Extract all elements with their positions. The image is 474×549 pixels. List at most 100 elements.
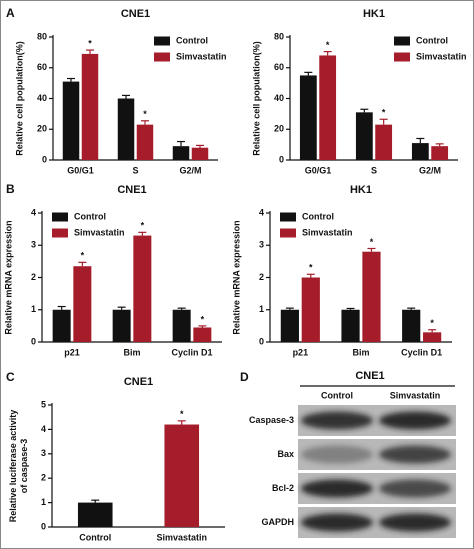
significance: * bbox=[81, 251, 85, 261]
blot-row-label: Bcl-2 bbox=[272, 483, 294, 493]
blot-column-label: Simvastatin bbox=[390, 390, 441, 400]
bar bbox=[112, 309, 131, 342]
blot-row-label: Bax bbox=[277, 449, 294, 459]
significance: * bbox=[370, 237, 374, 247]
blot-row-label: GAPDH bbox=[261, 517, 294, 527]
y-tick-label: 2 bbox=[41, 473, 46, 483]
y-tick-label: 1 bbox=[41, 497, 46, 507]
bar bbox=[172, 146, 190, 160]
significance: * bbox=[430, 318, 434, 328]
blot-column-label: Control bbox=[321, 390, 353, 400]
significance: * bbox=[143, 109, 147, 119]
y-tick-label: 60 bbox=[37, 62, 47, 72]
bar bbox=[431, 146, 449, 160]
y-tick-label: 0 bbox=[42, 154, 47, 164]
x-tick-label: Bim bbox=[123, 347, 140, 357]
bar bbox=[81, 53, 99, 160]
bar bbox=[355, 112, 373, 160]
y-axis-label: of caspase-3 bbox=[19, 439, 29, 494]
legend-swatch bbox=[394, 36, 410, 46]
legend-swatch bbox=[154, 52, 170, 62]
x-tick-label: Cyclin D1 bbox=[401, 347, 442, 357]
y-tick-label: 20 bbox=[37, 124, 47, 134]
legend-swatch bbox=[280, 212, 296, 222]
bar bbox=[136, 124, 154, 160]
panel-label: A bbox=[6, 6, 15, 20]
bar bbox=[191, 147, 209, 160]
x-tick-label: G2/M bbox=[179, 165, 201, 175]
bar bbox=[341, 309, 360, 342]
y-tick-label: 2 bbox=[31, 272, 36, 282]
bar bbox=[301, 277, 320, 342]
x-tick-label: Bim bbox=[352, 347, 369, 357]
legend-label: Control bbox=[74, 211, 106, 221]
legend-swatch bbox=[394, 52, 410, 62]
bar bbox=[299, 75, 317, 160]
legend-swatch bbox=[52, 228, 68, 238]
panel-label: C bbox=[6, 370, 15, 384]
y-tick-label: 1 bbox=[31, 304, 36, 314]
bar bbox=[411, 143, 429, 160]
y-tick-label: 40 bbox=[37, 93, 47, 103]
bar bbox=[423, 332, 442, 342]
bar bbox=[62, 81, 80, 160]
bar bbox=[402, 309, 421, 342]
y-tick-label: 2 bbox=[259, 272, 264, 282]
blot-band bbox=[379, 445, 451, 464]
bar bbox=[117, 98, 135, 160]
blot-band bbox=[379, 411, 451, 430]
y-axis-label: Relative cell population(%) bbox=[14, 41, 24, 156]
legend-label: Simvastatin bbox=[416, 51, 467, 61]
bar bbox=[164, 424, 200, 527]
bar bbox=[52, 309, 71, 342]
y-tick-label: 3 bbox=[259, 240, 264, 250]
y-tick-label: 0 bbox=[41, 521, 46, 531]
blot-band bbox=[301, 479, 373, 498]
bar bbox=[375, 124, 393, 160]
bar bbox=[280, 309, 299, 342]
bar bbox=[73, 266, 92, 342]
y-tick-label: 4 bbox=[41, 424, 46, 434]
bar bbox=[362, 251, 381, 342]
y-tick-label: 5 bbox=[41, 399, 46, 409]
blot-title: CNE1 bbox=[355, 370, 384, 382]
y-tick-label: 4 bbox=[31, 207, 36, 217]
y-tick-label: 1 bbox=[259, 304, 264, 314]
legend-label: Simvastatin bbox=[302, 227, 353, 237]
x-tick-label: Control bbox=[79, 532, 111, 542]
legend-label: Simvastatin bbox=[176, 51, 227, 61]
legend-label: Control bbox=[176, 35, 208, 45]
legend-swatch bbox=[280, 228, 296, 238]
blot-band bbox=[301, 445, 373, 464]
y-tick-label: 0 bbox=[31, 336, 36, 346]
blot-band bbox=[379, 513, 451, 532]
chart-title: CNE1 bbox=[121, 8, 150, 20]
chart-title: CNE1 bbox=[117, 184, 146, 196]
panel-label: B bbox=[6, 182, 15, 196]
x-tick-label: S bbox=[132, 165, 138, 175]
legend-label: Control bbox=[302, 211, 334, 221]
y-tick-label: 0 bbox=[259, 336, 264, 346]
significance: * bbox=[309, 263, 313, 273]
y-tick-label: 80 bbox=[37, 31, 47, 41]
legend-label: Control bbox=[416, 35, 448, 45]
x-tick-label: S bbox=[371, 165, 377, 175]
y-tick-label: 20 bbox=[274, 124, 284, 134]
x-tick-label: Simvastatin bbox=[156, 532, 207, 542]
x-tick-label: Cyclin D1 bbox=[171, 347, 212, 357]
significance: * bbox=[326, 40, 330, 50]
x-tick-label: p21 bbox=[293, 347, 309, 357]
x-tick-label: G2/M bbox=[419, 165, 441, 175]
x-tick-label: p21 bbox=[64, 347, 80, 357]
legend-swatch bbox=[154, 36, 170, 46]
significance: * bbox=[201, 314, 205, 324]
y-tick-label: 4 bbox=[259, 207, 264, 217]
bar bbox=[319, 55, 337, 161]
bar bbox=[133, 235, 152, 342]
x-tick-label: G0/G1 bbox=[305, 165, 332, 175]
y-axis-label: Relative luciferase activity bbox=[8, 410, 18, 523]
blot-band bbox=[379, 479, 451, 498]
y-axis-label: Relative mRNA expression bbox=[3, 220, 13, 334]
y-tick-label: 40 bbox=[274, 93, 284, 103]
